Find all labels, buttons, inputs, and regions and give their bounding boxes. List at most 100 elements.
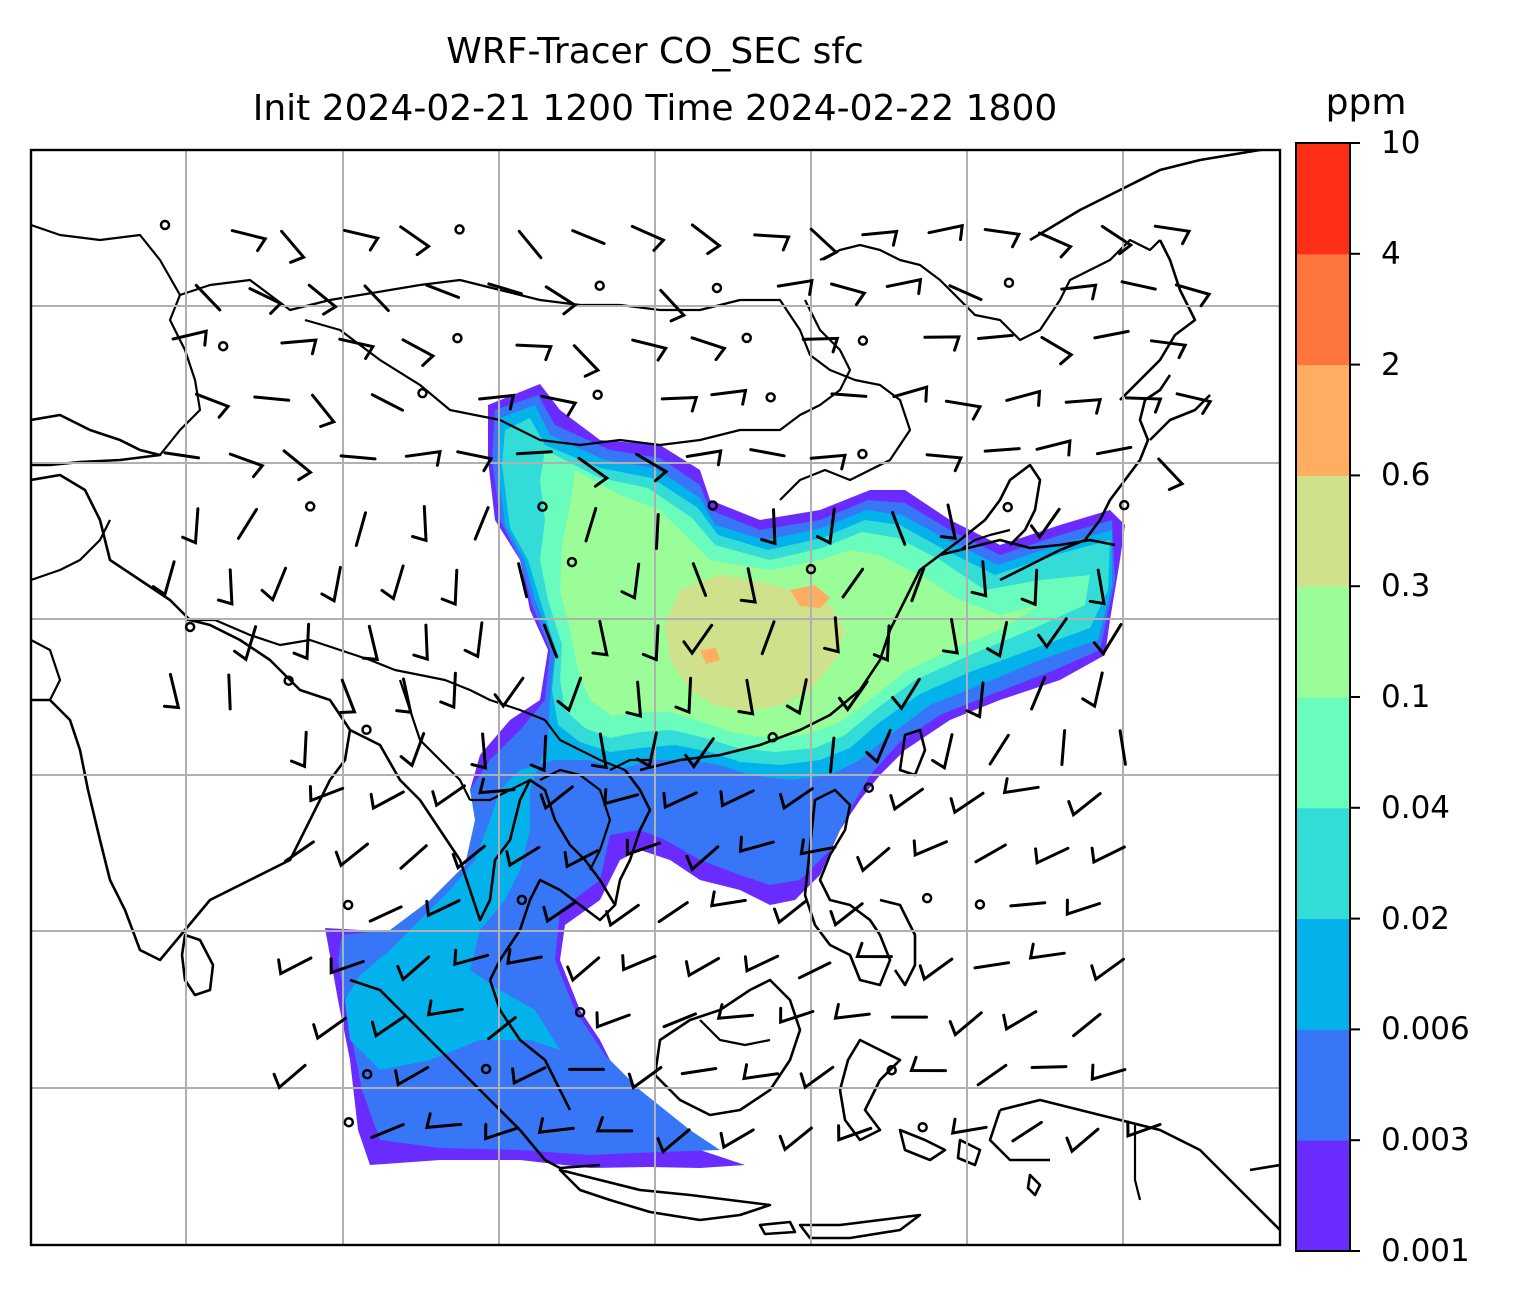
wind-calm-marker xyxy=(594,280,605,291)
wind-barb xyxy=(656,1128,691,1155)
wind-barb xyxy=(974,843,1007,864)
wind-barb xyxy=(1118,729,1127,766)
wind-barb xyxy=(1009,901,1047,908)
wind-barb xyxy=(949,791,985,815)
wind-barb xyxy=(425,899,461,918)
wind-calm-marker xyxy=(184,621,196,633)
wind-barb xyxy=(1002,1010,1038,1032)
wind-barb xyxy=(690,223,722,255)
wind-barb xyxy=(230,229,268,253)
wind-barb xyxy=(684,956,721,978)
wind-barb xyxy=(889,787,924,812)
wind-barb xyxy=(1125,396,1163,414)
wind-barb xyxy=(891,511,907,546)
wind-barb xyxy=(312,1016,347,1041)
wind-barb xyxy=(260,566,288,603)
wind-barb xyxy=(404,449,442,467)
wind-barb xyxy=(865,728,892,765)
wind-barb xyxy=(655,513,660,550)
wind-barb xyxy=(440,568,459,607)
wind-barb xyxy=(162,672,181,710)
wind-barb xyxy=(861,229,899,247)
wind-barb xyxy=(885,277,923,296)
wind-calm-marker xyxy=(454,224,465,235)
colorbar-tick-label: 0.001 xyxy=(1381,1233,1470,1269)
wind-barb xyxy=(1065,898,1102,917)
wind-barb xyxy=(662,1012,697,1029)
wind-calm-marker xyxy=(805,563,817,575)
wind-barb xyxy=(620,562,641,601)
wind-barb xyxy=(307,283,339,316)
wind-barb xyxy=(815,507,836,546)
wind-barb xyxy=(396,955,431,982)
wind-barb xyxy=(401,338,436,367)
wind-barb xyxy=(577,456,610,488)
wind-calm-marker xyxy=(1003,277,1015,288)
wind-barb xyxy=(539,785,574,811)
colorbar-tick-label: 0.003 xyxy=(1381,1122,1470,1159)
wind-calm-marker xyxy=(765,392,776,403)
wind-calm-marker xyxy=(1002,501,1013,513)
wind-barb xyxy=(855,941,893,959)
wind-barb xyxy=(1090,1063,1127,1082)
wind-calm-marker xyxy=(857,448,868,460)
wind-barb xyxy=(1030,1065,1068,1069)
tracer-region-7 xyxy=(665,575,845,712)
wind-barb xyxy=(1157,457,1185,491)
wind-barb xyxy=(830,282,867,307)
wind-barb xyxy=(1029,507,1061,540)
wind-barb xyxy=(354,511,367,547)
wind-barb xyxy=(931,733,954,771)
map-frame xyxy=(29,148,1282,1247)
wind-barb xyxy=(339,454,377,461)
wind-barb xyxy=(1072,1012,1102,1038)
wind-barb xyxy=(1153,224,1192,246)
wind-calm-marker xyxy=(343,1116,355,1128)
map-title-line2: Init 2024-02-21 1200 Time 2024-02-22 180… xyxy=(252,88,1058,129)
wind-barb xyxy=(799,1065,835,1090)
wind-barb xyxy=(584,506,598,543)
wind-barb xyxy=(1174,283,1212,308)
wind-barb xyxy=(674,676,693,715)
wind-barb xyxy=(233,625,258,662)
wind-barb xyxy=(837,680,869,713)
wind-barb xyxy=(939,503,958,541)
wind-calm-marker xyxy=(480,1063,492,1075)
wind-barb xyxy=(719,1128,755,1150)
wind-calm-marker xyxy=(711,282,723,294)
wind-barb xyxy=(399,844,428,870)
wind-barb xyxy=(369,790,405,811)
wind-barb xyxy=(753,233,791,252)
wind-barb xyxy=(1002,777,1040,795)
wind-barb xyxy=(478,393,516,411)
coastlines xyxy=(31,150,1280,1240)
wind-barb xyxy=(253,395,291,402)
colorbar-swatch xyxy=(1296,697,1350,809)
wind-barb xyxy=(716,1003,754,1020)
wind-barb xyxy=(709,890,747,908)
wind-barb xyxy=(1020,568,1039,607)
wind-calm-marker xyxy=(452,332,463,344)
colorbar-swatch xyxy=(1296,807,1350,920)
wind-barb xyxy=(338,337,376,360)
wind-barb xyxy=(738,835,775,854)
wind-barb xyxy=(710,388,748,406)
wind-barb xyxy=(394,1066,430,1087)
wind-calm-marker xyxy=(342,899,354,911)
colorbar-tick-label: 0.3 xyxy=(1381,568,1431,605)
wind-barb xyxy=(625,838,661,857)
wind-barb xyxy=(511,1066,547,1086)
wind-barb xyxy=(621,954,657,972)
wind-barb xyxy=(657,901,689,924)
wind-barb xyxy=(682,623,714,656)
wind-calm-marker xyxy=(974,899,986,910)
colorbar-tick-label: 0.04 xyxy=(1381,789,1451,826)
wind-barb xyxy=(290,730,308,769)
wind-barb xyxy=(399,732,426,768)
wind-barb xyxy=(891,677,921,711)
wind-barb xyxy=(361,624,380,662)
wind-calm-marker xyxy=(304,501,316,512)
wind-barb xyxy=(363,284,390,313)
wind-barb xyxy=(976,1063,1008,1087)
